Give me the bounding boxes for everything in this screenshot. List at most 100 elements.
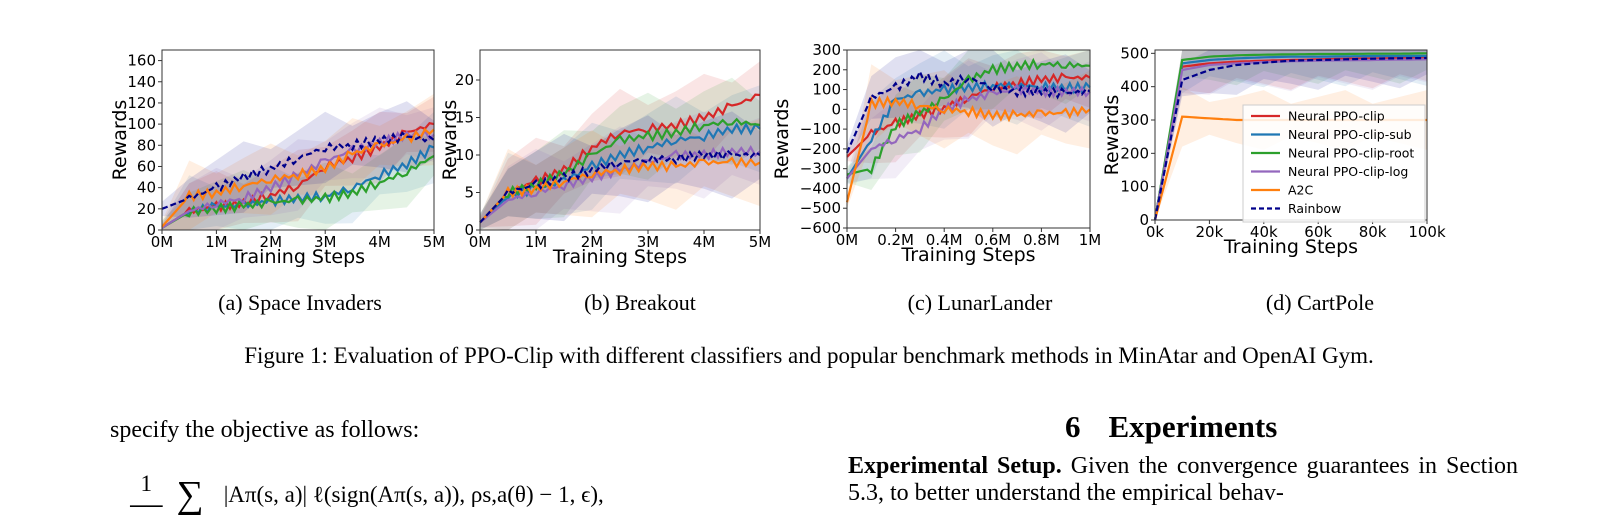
ytick-label: −300	[800, 160, 841, 178]
line-breakout-neural-ppo-clip-root	[479, 117, 761, 224]
line-breakout-rainbow	[479, 148, 761, 224]
line-lunarlander-a2c	[845, 95, 1091, 203]
xtick-label: 0M	[151, 233, 174, 251]
band-breakout-1	[480, 85, 760, 230]
band-lunarlander-4	[847, 64, 1090, 209]
ytick-label: 300	[812, 41, 841, 59]
line-lunarlander-rainbow	[845, 69, 1091, 154]
line-cartpole-neural-ppo-clip-sub	[1153, 54, 1427, 221]
ytick-label: 100	[812, 81, 841, 99]
xtick-label: 0M	[469, 233, 492, 251]
ytick-label: 300	[1120, 111, 1149, 129]
band-cartpole-5	[1155, 50, 1427, 220]
legend-label: Neural PPO-clip-sub	[1288, 127, 1412, 142]
ytick-label: 0	[831, 100, 841, 118]
line-lunarlander-neural-ppo-clip-root	[846, 57, 1091, 176]
ytick-label: −600	[800, 219, 841, 237]
objective-formula: 1 ── ∑ |Aπ(s, a)| ℓ(sign(Aπ(s, a)), ρs,a(θ)…	[130, 471, 604, 518]
line-space-invaders-neural-ppo-clip-log	[161, 128, 435, 229]
xtick-label: 0k	[1146, 223, 1165, 241]
legend-label: Rainbow	[1288, 201, 1341, 216]
ytick-label: 20	[455, 71, 474, 89]
xtick-label: 0.2M	[877, 231, 914, 249]
band-space-invaders-2	[162, 136, 434, 230]
ylabel-lunarlander: Rewards	[771, 99, 793, 180]
xlabel-breakout: Training Steps	[552, 246, 687, 268]
legend-label: A2C	[1288, 183, 1314, 198]
ytick-label: −200	[800, 140, 841, 158]
caption-breakout: (b) Breakout	[584, 290, 696, 315]
band-space-invaders-4	[162, 93, 434, 230]
xtick-label: 3M	[314, 233, 337, 251]
xtick-label: 2M	[260, 233, 283, 251]
ytick-label: 20	[137, 200, 156, 218]
line-lunarlander-neural-ppo-clip-sub	[846, 79, 1091, 180]
ytick-label: 200	[812, 61, 841, 79]
xtick-label: 60k	[1304, 223, 1332, 241]
ytick-label: 200	[1120, 144, 1149, 162]
ytick-label: −500	[800, 199, 841, 217]
ytick-label: 400	[1120, 78, 1149, 96]
ytick-label: 100	[127, 115, 156, 133]
band-space-invaders-5	[162, 101, 434, 218]
xtick-label: 4M	[368, 233, 391, 251]
ytick-label: 120	[127, 94, 156, 112]
paragraph-heading: Experimental Setup.	[848, 453, 1062, 479]
ytick-label: 10	[455, 146, 474, 164]
caption-lunarlander: (c) LunarLander	[907, 290, 1053, 315]
paragraph-text: Given the convergence guarantees in Sect…	[848, 453, 1519, 506]
xtick-label: 20k	[1196, 223, 1224, 241]
xtick-label: 1M	[525, 233, 548, 251]
xlabel-lunarlander: Training Steps	[900, 244, 1035, 266]
caption-cartpole: (d) CartPole	[1265, 290, 1375, 315]
legend-label: Neural PPO-clip-log	[1288, 164, 1408, 179]
ytick-label: 0	[146, 221, 156, 239]
ytick-label: 0	[1139, 211, 1149, 229]
ytick-label: 500	[1120, 44, 1149, 62]
line-lunarlander-neural-ppo-clip-log	[846, 83, 1091, 180]
legend-box	[1242, 104, 1426, 223]
line-space-invaders-neural-ppo-clip	[161, 121, 435, 229]
chart-breakout: 0 5 10 15 20 0M 1M 2M 3M 4M 5M Training Steps Reward…	[439, 49, 772, 268]
chart-cartpole: 0 100 200 300 400 500 0k 20k 40k 60k 80k 100k Traini…	[1101, 44, 1446, 258]
experimental-setup-paragraph: Experimental Setup. Given the convergenc…	[848, 453, 1518, 507]
chart-space-invaders: 0 20 40 60 80 100 120 140 160 0M 1M 2M 3M 4M 5M Trainin…	[109, 49, 445, 268]
ytick-label: 15	[455, 109, 474, 127]
section-heading: 6 Experiments	[1065, 409, 1277, 445]
xtick-label: 2M	[581, 233, 604, 251]
xtick-label: 1M	[205, 233, 228, 251]
xtick-label: 5M	[749, 233, 772, 251]
section-title: Experiments	[1108, 409, 1278, 444]
xtick-label: 3M	[637, 233, 660, 251]
line-cartpole-neural-ppo-clip-root	[1153, 52, 1428, 221]
axes-frame-breakout	[479, 49, 761, 231]
ytick-label: 100	[1120, 178, 1149, 196]
line-breakout-neural-ppo-clip-sub	[479, 121, 761, 224]
xtick-label: 0.6M	[974, 231, 1011, 249]
body-text-left: specify the objective as follows:	[110, 417, 420, 443]
xtick-label: 0M	[836, 231, 859, 249]
legend-label: Neural PPO-clip-root	[1288, 146, 1414, 161]
ytick-label: 0	[464, 221, 474, 239]
band-space-invaders-0	[162, 96, 434, 230]
ytick-label: 80	[137, 136, 156, 154]
xlabel-space-invaders: Training Steps	[230, 246, 365, 268]
line-breakout-neural-ppo-clip-log	[479, 145, 761, 224]
figure-caption: Figure 1: Evaluation of PPO-Clip with di…	[244, 343, 1374, 368]
ytick-label: 40	[137, 179, 156, 197]
ytick-label: 5	[464, 184, 474, 202]
xtick-label: 80k	[1359, 223, 1387, 241]
axes-frame-space-invaders	[161, 49, 435, 231]
xtick-label: 0.4M	[926, 231, 963, 249]
xtick-label: 100k	[1408, 223, 1446, 241]
legend: Neural PPO-clip Neural PPO-clip-sub Neural…	[1242, 104, 1426, 223]
ytick-label: 160	[127, 52, 156, 70]
ylabel-breakout: Rewards	[439, 100, 461, 181]
ytick-label: 140	[127, 73, 156, 91]
xtick-label: 4M	[693, 233, 716, 251]
formula-body: |Aπ(s, a)| ℓ(sign(Aπ(s, a)), ρs,a(θ) − 1…	[223, 482, 604, 507]
xlabel-cartpole: Training Steps	[1223, 236, 1358, 258]
line-breakout-a2c	[479, 156, 761, 224]
line-space-invaders-rainbow	[161, 131, 435, 210]
